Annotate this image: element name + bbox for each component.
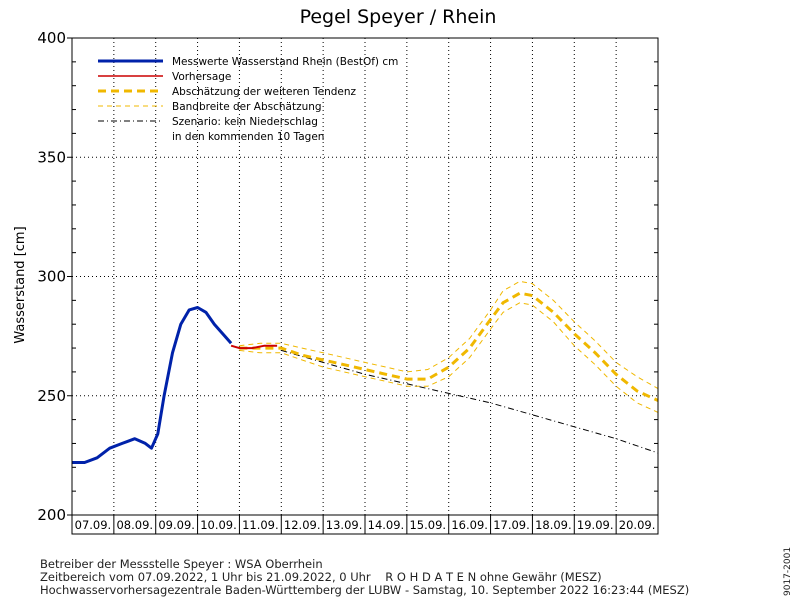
y-axis-ticks: 200 250 300 350 400: [37, 29, 658, 524]
x-day-label: 09.09.: [158, 518, 195, 532]
x-day-label: 10.09.: [200, 518, 237, 532]
x-day-label: 17.09.: [493, 518, 530, 532]
x-day-label: 07.09.: [75, 518, 112, 532]
footer-operator: Betreiber der Messstelle Speyer : WSA Ob…: [40, 557, 323, 571]
y-tick-label: 400: [37, 29, 66, 47]
x-day-label: 11.09.: [242, 518, 279, 532]
x-day-label: 14.09.: [368, 518, 405, 532]
measured-series-line: [72, 306, 233, 464]
legend-label: Bandbreite der Abschätzung: [172, 101, 322, 113]
legend: Messwerte Wasserstand Rhein (BestOf) cm V…: [98, 56, 398, 143]
band-lower-line: [239, 302, 659, 413]
x-day-label: 12.09.: [284, 518, 321, 532]
legend-label: Messwerte Wasserstand Rhein (BestOf) cm: [172, 56, 398, 68]
band-upper-line: [239, 280, 659, 390]
series-layer: [72, 280, 659, 464]
legend-label: in den kommenden 10 Tagen: [172, 131, 324, 143]
x-day-label: 20.09.: [619, 518, 656, 532]
y-tick-label: 250: [37, 387, 66, 405]
x-day-label: 19.09.: [577, 518, 614, 532]
x-day-label: 18.09.: [535, 518, 572, 532]
image-code: 9017-2001: [783, 546, 793, 596]
x-day-label: 16.09.: [451, 518, 488, 532]
legend-label: Vorhersage: [172, 71, 231, 83]
x-axis-labels: 07.09. 08.09. 09.09. 10.09. 11.09. 12.09. 13.0…: [75, 518, 656, 532]
grid: [72, 38, 658, 534]
y-tick-label: 350: [37, 148, 66, 166]
y-tick-label: 300: [37, 268, 66, 286]
x-day-label: 08.09.: [116, 518, 153, 532]
scenario-series-line: [281, 349, 659, 454]
plot-frame: [71, 37, 659, 535]
chart-title: Pegel Speyer / Rhein: [300, 6, 497, 28]
legend-label: Szenario: kein Niederschlag: [172, 116, 318, 128]
tendency-series-line: [239, 291, 659, 402]
legend-label: Abschätzung der weiteren Tendenz: [172, 86, 357, 98]
forecast-series-line: [230, 344, 278, 350]
y-axis-label: Wasserstand [cm]: [13, 226, 28, 343]
x-day-label: 13.09.: [326, 518, 363, 532]
y-tick-label: 200: [37, 506, 66, 524]
footer-source: Hochwasservorhersagezentrale Baden-Württ…: [40, 583, 690, 597]
x-day-label: 15.09.: [409, 518, 446, 532]
footer-timerange: Zeitbereich vom 07.09.2022, 1 Uhr bis 21…: [40, 570, 602, 584]
